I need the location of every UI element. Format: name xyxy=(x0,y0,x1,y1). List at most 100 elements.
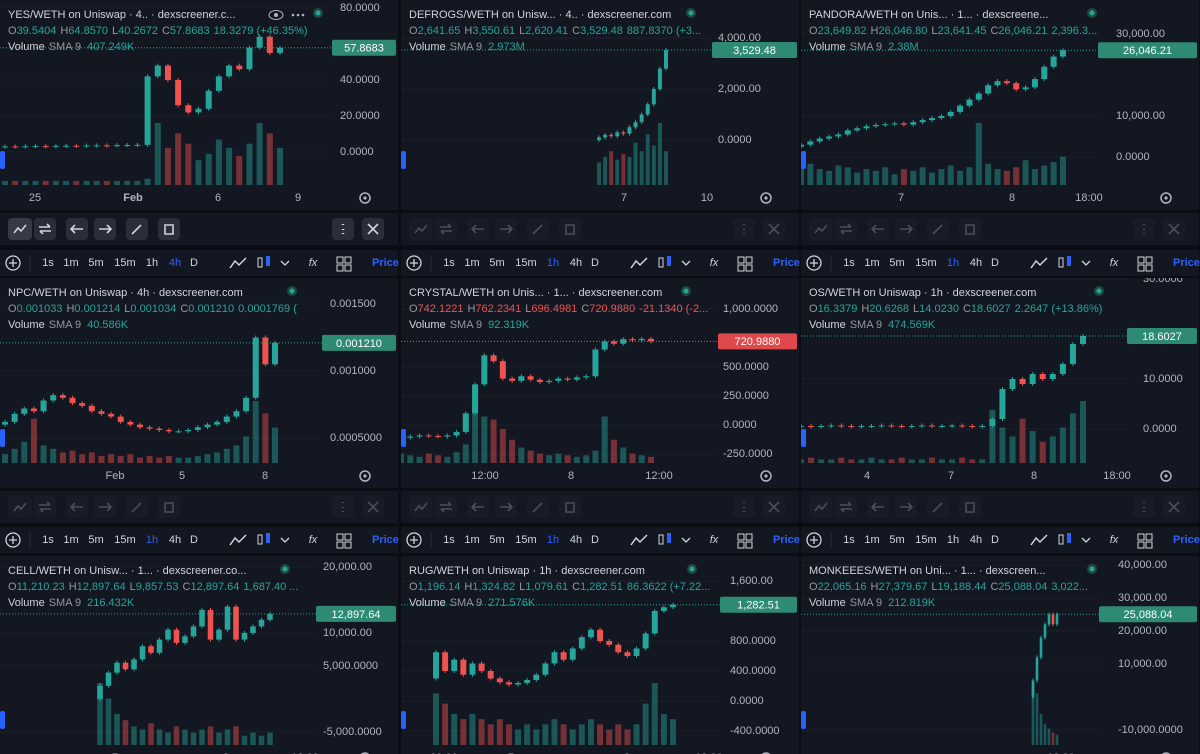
add-symbol-icon[interactable] xyxy=(406,255,422,271)
indicators-button[interactable]: fx xyxy=(309,534,318,546)
settings-icon[interactable] xyxy=(1160,470,1172,482)
candle-style-icon[interactable] xyxy=(257,534,263,545)
eye-icon[interactable] xyxy=(268,10,284,20)
interval-button[interactable]: 1m xyxy=(63,257,78,269)
interval-button[interactable]: D xyxy=(591,534,599,546)
add-symbol-icon[interactable] xyxy=(806,532,822,548)
scroll-handle[interactable] xyxy=(0,151,5,169)
settings-icon[interactable] xyxy=(359,192,371,204)
interval-button[interactable]: 1s xyxy=(843,257,855,269)
line-style-icon[interactable] xyxy=(630,534,648,546)
tool-button[interactable] xyxy=(835,496,857,518)
layout-icon[interactable] xyxy=(1145,264,1153,272)
line-style-icon[interactable] xyxy=(229,534,247,546)
layout-icon[interactable] xyxy=(1137,256,1145,264)
tool-button[interactable] xyxy=(158,496,180,518)
indicators-button[interactable]: fx xyxy=(710,257,719,269)
candle-style-icon[interactable] xyxy=(257,257,263,268)
layout-icon[interactable] xyxy=(1137,264,1145,272)
layout-icon[interactable] xyxy=(737,541,745,549)
interval-button[interactable]: 1h xyxy=(547,534,559,546)
layout-icon[interactable] xyxy=(1145,541,1153,549)
layout-icon[interactable] xyxy=(344,264,352,272)
settings-icon[interactable] xyxy=(1161,752,1171,754)
layout-icon[interactable] xyxy=(344,541,352,549)
layout-icon[interactable] xyxy=(737,256,745,264)
indicators-button[interactable]: fx xyxy=(309,257,318,269)
indicators-button[interactable]: fx xyxy=(710,534,719,546)
layout-icon[interactable] xyxy=(745,256,753,264)
interval-button[interactable]: 1s xyxy=(843,534,855,546)
layout-icon[interactable] xyxy=(336,256,344,264)
interval-button[interactable]: 15m xyxy=(114,257,135,269)
interval-button[interactable]: 4h xyxy=(570,534,582,546)
settings-icon[interactable] xyxy=(359,470,371,482)
scroll-handle[interactable] xyxy=(401,711,406,729)
interval-button[interactable]: 1s xyxy=(42,257,54,269)
interval-button[interactable]: 15m xyxy=(515,534,536,546)
interval-button[interactable]: 4h xyxy=(169,257,181,269)
interval-button[interactable]: 4h xyxy=(970,257,982,269)
layout-icon[interactable] xyxy=(745,533,753,541)
scroll-handle[interactable] xyxy=(0,711,5,729)
price-button[interactable]: Price xyxy=(773,534,800,546)
settings-icon[interactable] xyxy=(360,752,370,754)
layout-icon[interactable] xyxy=(1137,541,1145,549)
scroll-handle[interactable] xyxy=(401,429,406,447)
layout-icon[interactable] xyxy=(745,264,753,272)
interval-button[interactable]: 1h xyxy=(947,257,959,269)
tool-button[interactable] xyxy=(34,496,56,518)
interval-button[interactable]: 5m xyxy=(88,534,103,546)
line-style-icon[interactable] xyxy=(630,257,648,269)
line-style-icon[interactable] xyxy=(229,257,247,269)
layout-icon[interactable] xyxy=(336,264,344,272)
interval-button[interactable]: 4h xyxy=(970,534,982,546)
tool-button[interactable] xyxy=(559,218,581,240)
interval-button[interactable]: 15m xyxy=(515,257,536,269)
tool-button[interactable] xyxy=(559,496,581,518)
price-button[interactable]: Price xyxy=(773,257,800,269)
interval-button[interactable]: D xyxy=(991,257,999,269)
candle-style-icon[interactable] xyxy=(1058,257,1064,268)
interval-button[interactable]: D xyxy=(591,257,599,269)
interval-button[interactable]: D xyxy=(190,257,198,269)
tool-button[interactable] xyxy=(435,218,457,240)
tool-button[interactable] xyxy=(34,218,56,240)
candle-style-icon[interactable] xyxy=(658,257,664,268)
interval-button[interactable]: D xyxy=(991,534,999,546)
interval-button[interactable]: 5m xyxy=(88,257,103,269)
layout-icon[interactable] xyxy=(737,533,745,541)
add-symbol-icon[interactable] xyxy=(5,532,21,548)
tool-button[interactable] xyxy=(158,218,180,240)
tool-button[interactable] xyxy=(835,218,857,240)
interval-button[interactable]: D xyxy=(190,534,198,546)
interval-button[interactable]: 1s xyxy=(42,534,54,546)
settings-icon[interactable] xyxy=(1160,192,1172,204)
interval-button[interactable]: 1m xyxy=(864,534,879,546)
add-symbol-icon[interactable] xyxy=(406,532,422,548)
interval-button[interactable]: 5m xyxy=(489,534,504,546)
scroll-handle[interactable] xyxy=(801,429,806,447)
layout-icon[interactable] xyxy=(336,533,344,541)
candle-style-icon[interactable] xyxy=(1058,534,1064,545)
scroll-handle[interactable] xyxy=(0,429,5,447)
tool-button[interactable] xyxy=(959,496,981,518)
price-button[interactable]: Price xyxy=(1173,257,1200,269)
add-symbol-icon[interactable] xyxy=(5,255,21,271)
add-symbol-icon[interactable] xyxy=(806,255,822,271)
interval-button[interactable]: 1m xyxy=(63,534,78,546)
interval-button[interactable]: 1m xyxy=(464,257,479,269)
interval-button[interactable]: 4h xyxy=(169,534,181,546)
interval-button[interactable]: 1m xyxy=(464,534,479,546)
scroll-handle[interactable] xyxy=(401,151,406,169)
indicators-button[interactable]: fx xyxy=(1110,257,1119,269)
settings-icon[interactable] xyxy=(761,752,771,754)
line-style-icon[interactable] xyxy=(1030,534,1048,546)
interval-button[interactable]: 1s xyxy=(443,257,455,269)
layout-icon[interactable] xyxy=(344,256,352,264)
layout-icon[interactable] xyxy=(745,541,753,549)
interval-button[interactable]: 5m xyxy=(489,257,504,269)
layout-icon[interactable] xyxy=(1145,533,1153,541)
interval-button[interactable]: 1m xyxy=(864,257,879,269)
interval-button[interactable]: 4h xyxy=(570,257,582,269)
